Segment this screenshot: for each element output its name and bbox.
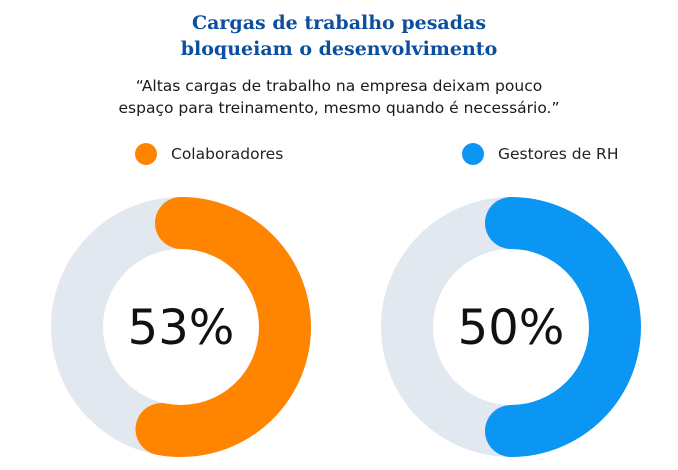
legend-item-gestores: Gestores de RH bbox=[462, 143, 618, 165]
donut-arc-colaboradores bbox=[135, 197, 311, 457]
quote: “Altas cargas de trabalho na empresa dei… bbox=[0, 75, 678, 119]
donut-value-label-colaboradores: 53% bbox=[128, 300, 235, 356]
legend-label-colaboradores: Colaboradores bbox=[171, 145, 284, 163]
legend-swatch-colaboradores bbox=[135, 143, 157, 165]
legend-swatch-gestores bbox=[462, 143, 484, 165]
donut-arc-gestores bbox=[485, 197, 641, 457]
chart-title: Cargas de trabalho pesadas bloqueiam o d… bbox=[0, 10, 678, 62]
legend-item-colaboradores: Colaboradores bbox=[135, 143, 283, 165]
legend-label-gestores: Gestores de RH bbox=[498, 145, 619, 163]
title-line-2: bloqueiam o desenvolvimento bbox=[180, 38, 498, 60]
title-line-1: Cargas de trabalho pesadas bbox=[191, 12, 487, 34]
donut-value-label-gestores: 50% bbox=[458, 300, 565, 356]
quote-line-1: “Altas cargas de trabalho na empresa dei… bbox=[135, 77, 543, 95]
quote-line-2: espaço para treinamento, mesmo quando é … bbox=[118, 99, 560, 117]
